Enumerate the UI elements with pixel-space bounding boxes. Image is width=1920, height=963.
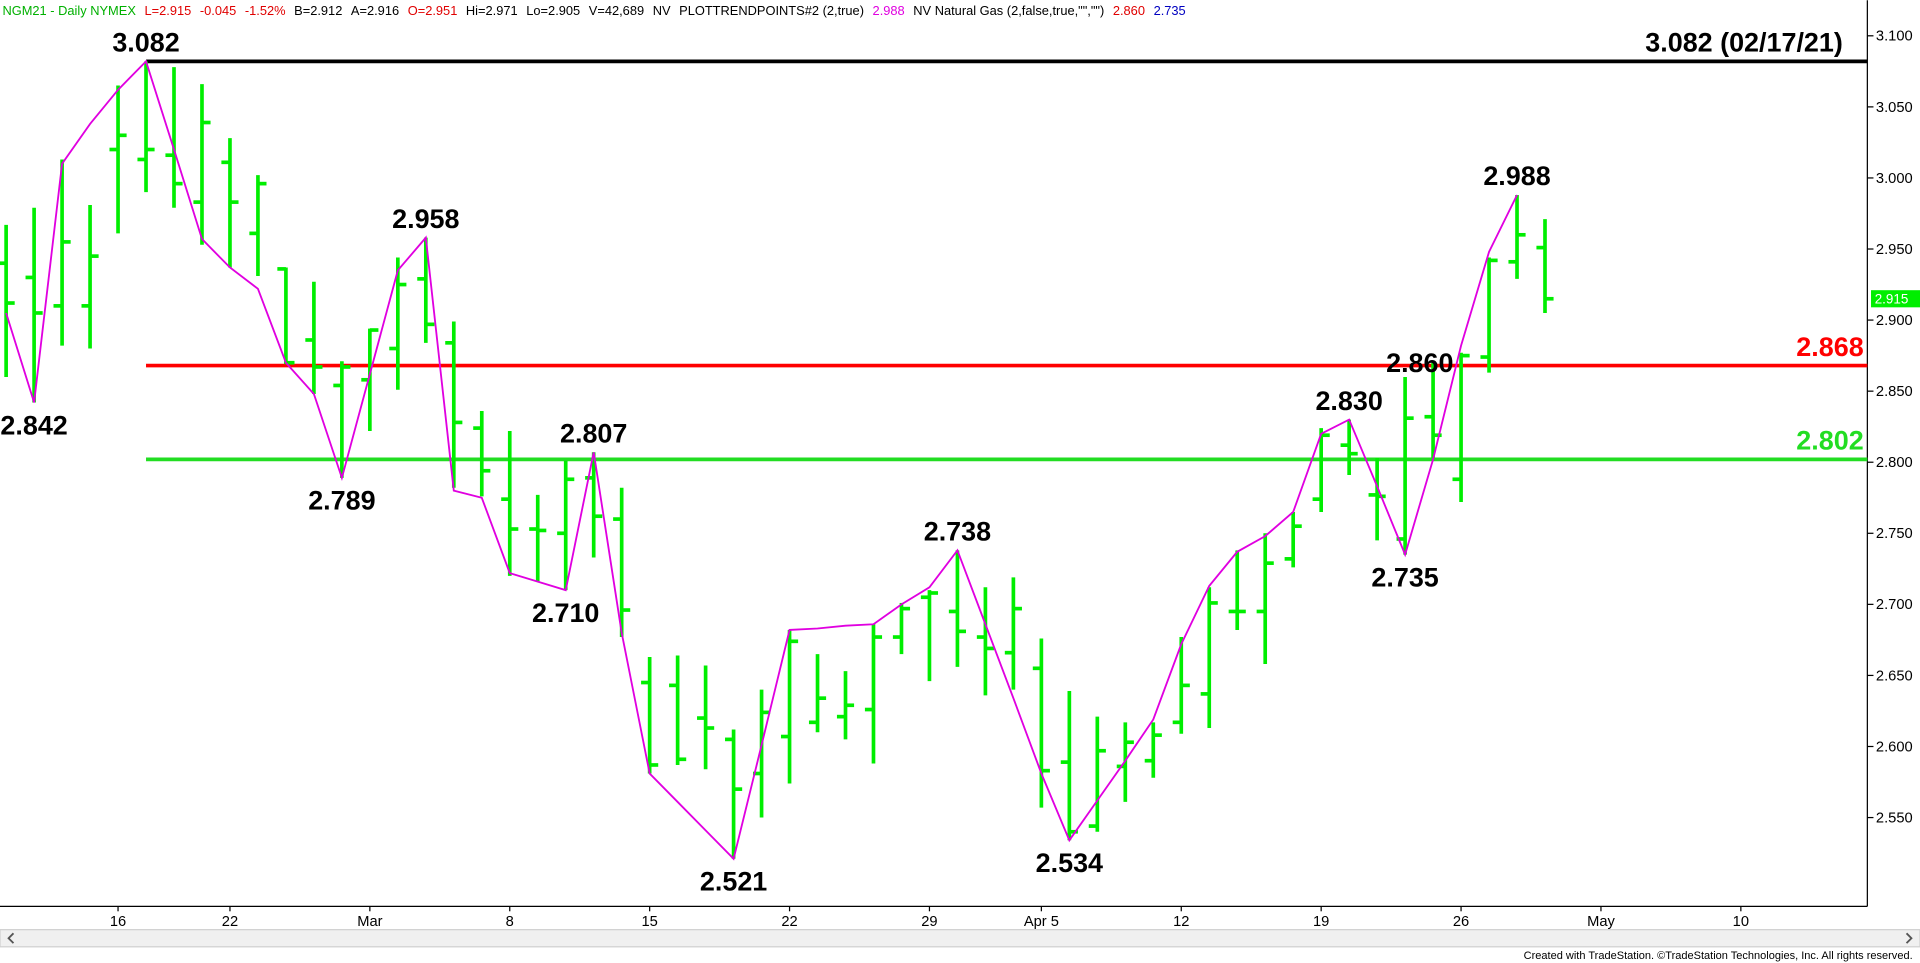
header-item: L=2.915 bbox=[144, 3, 191, 18]
y-tick-label: 2.900 bbox=[1876, 313, 1913, 329]
x-tick-label: Apr 5 bbox=[1024, 914, 1059, 930]
x-tick-label: 29 bbox=[921, 914, 937, 930]
x-tick-label: 22 bbox=[222, 914, 238, 930]
header-item: Lo=2.905 bbox=[526, 3, 580, 18]
pivot-label: 2.830 bbox=[1315, 386, 1382, 416]
y-tick-label: 3.000 bbox=[1876, 171, 1913, 187]
y-tick-label: 2.800 bbox=[1876, 455, 1913, 471]
y-tick-label: 2.700 bbox=[1876, 597, 1913, 613]
y-tick-label: 2.650 bbox=[1876, 668, 1913, 684]
level-label: 2.802 bbox=[1796, 426, 1863, 456]
x-tick-label: 22 bbox=[781, 914, 797, 930]
pivot-label: 2.988 bbox=[1483, 161, 1550, 191]
header-item: A=2.916 bbox=[351, 3, 399, 18]
y-tick-label: 3.050 bbox=[1876, 100, 1913, 116]
level-label: 2.868 bbox=[1796, 332, 1863, 362]
header-item: -1.52% bbox=[245, 3, 286, 18]
footer: Created with TradeStation. ©TradeStation… bbox=[1524, 950, 1913, 962]
pivot-label: 2.710 bbox=[532, 598, 599, 628]
header-item: NV Natural Gas (2,false,true,"","") bbox=[913, 3, 1104, 18]
x-tick-label: 26 bbox=[1453, 914, 1469, 930]
last-price-label: 2.915 bbox=[1875, 292, 1909, 307]
pivot-label: 2.842 bbox=[0, 410, 67, 440]
x-tick-label: May bbox=[1587, 914, 1615, 930]
y-tick-label: 2.750 bbox=[1876, 526, 1913, 542]
scroll-left[interactable] bbox=[7, 932, 15, 944]
header-item: O=2.951 bbox=[408, 3, 458, 18]
x-tick-label: 8 bbox=[506, 914, 514, 930]
pivot-label: 2.958 bbox=[392, 204, 459, 234]
header-item: 2.988 bbox=[873, 3, 905, 18]
x-tick-label: 16 bbox=[110, 914, 126, 930]
header-item: 2.860 bbox=[1113, 3, 1145, 18]
level-label: 3.082 (02/17/21) bbox=[1645, 28, 1843, 58]
pivot-label: 2.807 bbox=[560, 418, 627, 448]
scrollbar[interactable] bbox=[0, 929, 1920, 948]
header-item: NGM21 - Daily NYMEX bbox=[2, 3, 136, 18]
high-label: 2.860 bbox=[1386, 348, 1453, 378]
pivot-label: 2.534 bbox=[1036, 848, 1103, 878]
header-item: NV bbox=[653, 3, 671, 18]
x-tick-label: 12 bbox=[1173, 914, 1189, 930]
header-item: -0.045 bbox=[200, 3, 236, 18]
header-item: 2.735 bbox=[1154, 3, 1186, 18]
pivot-label: 2.738 bbox=[924, 517, 991, 547]
header-item: V=42,689 bbox=[589, 3, 644, 18]
x-tick-label: 15 bbox=[641, 914, 657, 930]
header-item: B=2.912 bbox=[294, 3, 342, 18]
x-tick-label: 10 bbox=[1733, 914, 1749, 930]
header-item: Hi=2.971 bbox=[466, 3, 518, 18]
pivot-label: 2.735 bbox=[1371, 562, 1438, 592]
y-tick-label: 2.950 bbox=[1876, 242, 1913, 258]
y-tick-label: 3.100 bbox=[1876, 29, 1913, 45]
last-price-box bbox=[1871, 290, 1920, 308]
x-tick-label: 19 bbox=[1313, 914, 1329, 930]
pivot-label: 3.082 bbox=[112, 28, 179, 58]
y-tick-label: 2.550 bbox=[1876, 810, 1913, 826]
trend-line bbox=[5, 59, 1518, 861]
pivot-label: 2.789 bbox=[308, 486, 375, 516]
x-tick-label: Mar bbox=[357, 914, 382, 930]
pivot-label: 2.521 bbox=[700, 867, 767, 897]
chart-header: NGM21 - Daily NYMEX L=2.915 -0.045 -1.52% B=… bbox=[2, 3, 1185, 18]
y-tick-label: 2.850 bbox=[1876, 384, 1913, 400]
header-item: PLOTTRENDPOINTS#2 (2,true) bbox=[679, 3, 864, 18]
scroll-right[interactable] bbox=[1905, 932, 1913, 944]
y-tick-label: 2.600 bbox=[1876, 739, 1913, 755]
